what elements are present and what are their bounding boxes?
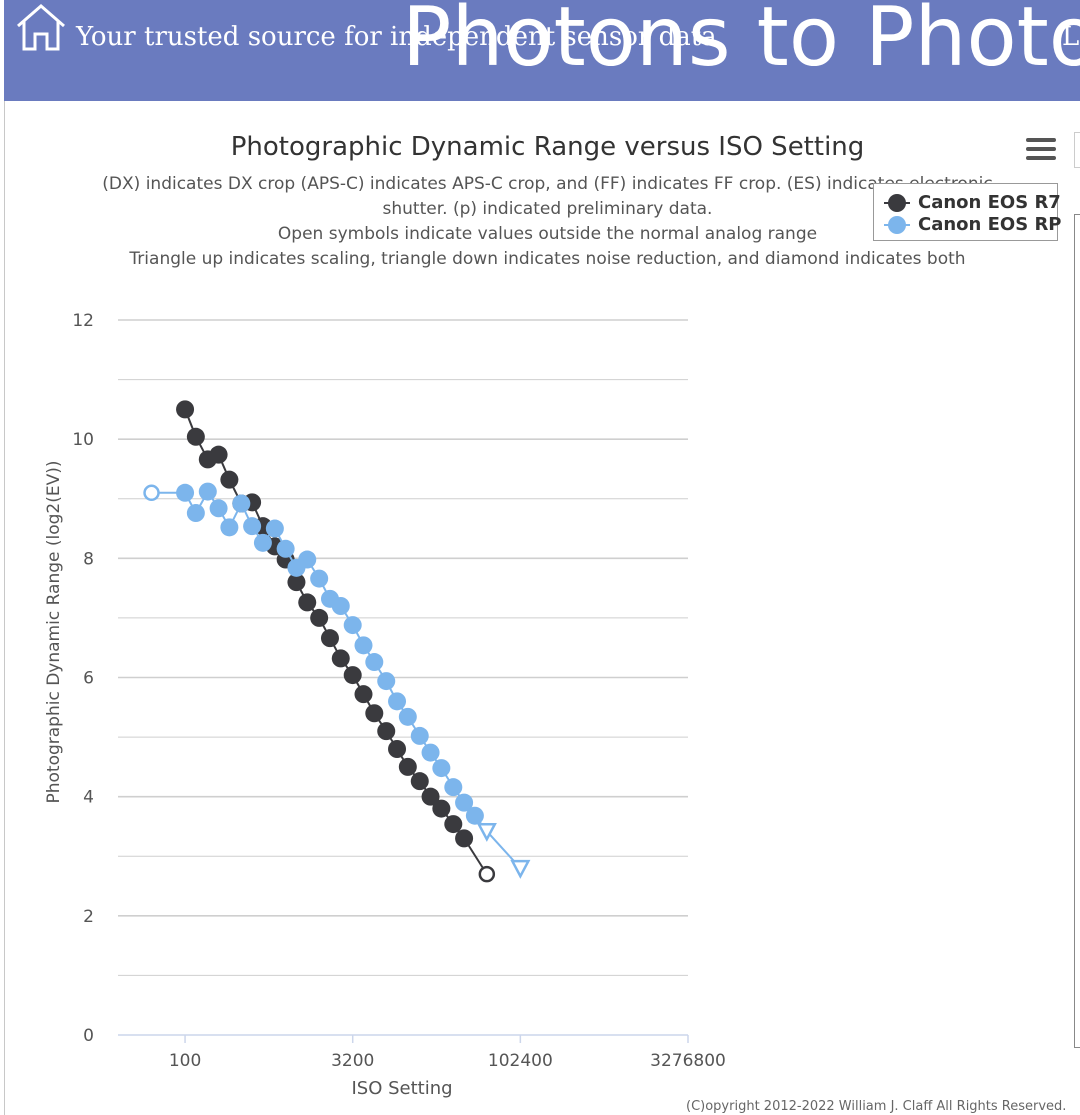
x-tick-label: 102400 (488, 1051, 553, 1071)
legend-marker-icon (884, 194, 910, 212)
data-point (310, 608, 329, 627)
data-point (354, 685, 373, 704)
side-panel (1074, 214, 1080, 1048)
data-point (476, 822, 497, 842)
x-tick-label: 3276800 (650, 1051, 726, 1071)
data-point (410, 726, 429, 745)
content-frame (4, 101, 1080, 1115)
chart-subtitle-line-1: (DX) indicates DX crop (APS-C) indicates… (102, 174, 993, 194)
data-point (265, 519, 284, 538)
legend-label: Canon EOS RP (918, 214, 1062, 235)
data-point (232, 494, 251, 513)
series-2 (143, 482, 531, 879)
y-tick-label: 12 (72, 311, 94, 331)
site-header: Photons to Photos Your trusted source fo… (4, 0, 1080, 101)
chart-legend: Canon EOS R7 Canon EOS RP (873, 183, 1062, 241)
data-point (432, 759, 451, 778)
data-point (365, 704, 384, 723)
chart-subtitle-line-4: Triangle up indicates scaling, triangle … (129, 249, 966, 269)
legend-label: Canon EOS R7 (918, 192, 1061, 213)
data-point (455, 793, 474, 812)
data-point (377, 722, 396, 741)
data-point (186, 504, 205, 523)
x-tick-label: 3200 (331, 1051, 374, 1071)
x-axis-title: ISO Setting (351, 1078, 452, 1099)
data-point (310, 569, 329, 588)
home-icon[interactable] (14, 2, 68, 52)
data-point (276, 539, 295, 558)
data-point (143, 484, 160, 502)
data-point (198, 482, 217, 501)
series-1 (176, 400, 496, 883)
data-point (365, 653, 384, 672)
legend-item-canon-eos-rp[interactable]: Canon EOS RP (874, 214, 1062, 236)
legend-item-canon-eos-r7[interactable]: Canon EOS R7 (874, 192, 1061, 214)
data-point (432, 799, 451, 818)
data-point (253, 533, 272, 552)
data-point (388, 740, 407, 758)
data-point (343, 666, 362, 685)
data-point (510, 859, 531, 879)
y-axis-title: Photographic Dynamic Range (log2(EV)) (44, 460, 64, 803)
data-point (243, 517, 262, 536)
site-tagline: Your trusted source for independent sens… (76, 22, 717, 52)
data-point (209, 499, 228, 518)
x-tick-label: 100 (169, 1051, 201, 1071)
data-point (444, 815, 463, 834)
data-point (186, 427, 205, 446)
data-point (421, 743, 440, 762)
copyright-notice: (C)opyright 2012-2022 William J. Claff A… (686, 1099, 1067, 1114)
chart-subtitle-line-2: shutter. (p) indicated preliminary data. (382, 199, 713, 219)
data-point (220, 470, 239, 489)
data-point (444, 778, 463, 797)
chart-subtitle-line-3: Open symbols indicate values outside the… (277, 224, 818, 244)
data-point (478, 865, 496, 883)
data-point (209, 445, 228, 464)
y-tick-label: 4 (83, 788, 94, 808)
data-point (220, 518, 239, 537)
data-point (398, 707, 417, 726)
series-line (151, 489, 522, 869)
y-tick-label: 8 (83, 549, 94, 569)
y-tick-label: 10 (72, 430, 94, 450)
data-point (343, 616, 362, 635)
data-point (398, 757, 417, 776)
chart-title: Photographic Dynamic Range versus ISO Se… (230, 132, 865, 162)
data-point (298, 593, 317, 612)
data-point (421, 787, 440, 806)
legend-marker-icon (884, 216, 910, 234)
y-tick-label: 2 (83, 907, 94, 927)
data-point (176, 400, 195, 419)
data-point (410, 772, 429, 791)
site-title: Photons to Photos (402, 0, 1080, 85)
data-point (287, 573, 306, 592)
data-point (465, 806, 484, 825)
data-point (176, 483, 195, 502)
y-tick-label: 0 (83, 1026, 94, 1046)
side-panel-tab[interactable] (1074, 132, 1080, 168)
data-point (388, 692, 407, 711)
data-point (320, 629, 339, 648)
data-point (377, 672, 396, 691)
y-tick-label: 6 (83, 669, 94, 689)
data-point (298, 550, 317, 569)
data-point (354, 636, 373, 655)
hamburger-menu-icon[interactable] (1026, 138, 1056, 164)
data-point (331, 597, 350, 615)
header-nav-link[interactable]: La (1062, 22, 1080, 52)
data-point (455, 829, 474, 848)
data-point (331, 649, 350, 668)
